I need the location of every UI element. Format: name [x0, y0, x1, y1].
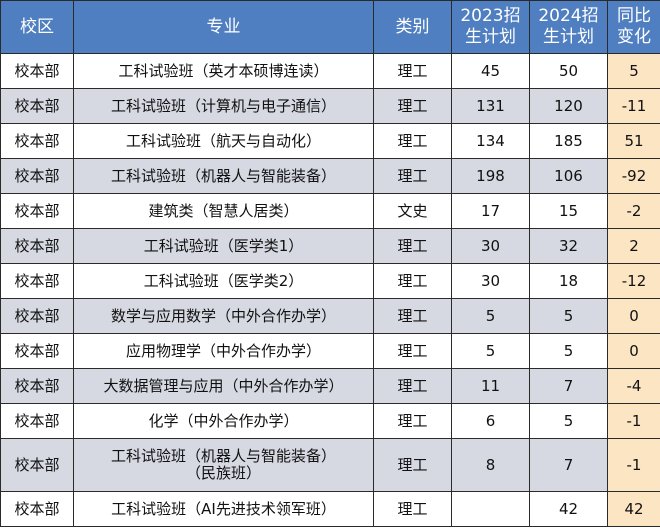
category-cell: 理工 [373, 228, 452, 264]
campus-cell: 校本部 [0, 193, 74, 229]
campus-cell: 校本部 [0, 438, 74, 492]
plan-2024-cell: 185 [529, 123, 608, 159]
plan-2023-cell [451, 491, 530, 527]
table-row: 校本部 工科试验班（医学类2） 理工 30 18 -12 [0, 263, 660, 299]
campus-cell: 校本部 [0, 228, 74, 264]
category-cell: 理工 [373, 333, 452, 369]
major-cell: 建筑类（智慧人居类） [73, 193, 374, 229]
campus-cell: 校本部 [0, 263, 74, 299]
major-cell: 应用物理学（中外合作办学） [73, 333, 374, 369]
plan-2024-cell: 50 [529, 53, 608, 89]
plan-2024-cell: 15 [529, 193, 608, 229]
plan-2024-cell: 32 [529, 228, 608, 264]
table-row: 校本部 应用物理学（中外合作办学） 理工 5 5 0 [0, 333, 660, 369]
major-cell: 化学（中外合作办学） [73, 403, 374, 439]
header-major: 专业 [73, 0, 374, 54]
header-plan-2023: 2023招生计划 [451, 0, 530, 54]
table-row: 校本部 工科试验班（计算机与电子通信） 理工 131 120 -11 [0, 88, 660, 124]
plan-2024-cell: 5 [529, 403, 608, 439]
major-cell: 工科试验班（医学类2） [73, 263, 374, 299]
campus-cell: 校本部 [0, 368, 74, 404]
campus-cell: 校本部 [0, 158, 74, 194]
plan-2024-cell: 7 [529, 368, 608, 404]
plan-2023-cell: 134 [451, 123, 530, 159]
campus-cell: 校本部 [0, 298, 74, 334]
category-cell: 文史 [373, 193, 452, 229]
table-row: 校本部 数学与应用数学（中外合作办学） 理工 5 5 0 [0, 298, 660, 334]
plan-2023-cell: 8 [451, 438, 530, 492]
plan-2023-cell: 17 [451, 193, 530, 229]
header-plan-2024: 2024招生计划 [529, 0, 608, 54]
table-row: 校本部 建筑类（智慧人居类） 文史 17 15 -2 [0, 193, 660, 229]
plan-2024-cell: 42 [529, 491, 608, 527]
plan-2024-cell: 18 [529, 263, 608, 299]
change-cell: 0 [607, 333, 660, 369]
table-row: 校本部 工科试验班（机器人与智能装备） （民族班） 理工 8 7 -1 [0, 438, 660, 492]
major-cell: 大数据管理与应用（中外合作办学） [73, 368, 374, 404]
plan-2023-cell: 30 [451, 228, 530, 264]
category-cell: 理工 [373, 491, 452, 527]
change-cell: -12 [607, 263, 660, 299]
category-cell: 理工 [373, 403, 452, 439]
header-change: 同比变化 [607, 0, 660, 54]
table-row: 校本部 化学（中外合作办学） 理工 6 5 -1 [0, 403, 660, 439]
plan-2023-cell: 30 [451, 263, 530, 299]
campus-cell: 校本部 [0, 403, 74, 439]
major-cell: 工科试验班（英才本硕博连读） [73, 53, 374, 89]
category-cell: 理工 [373, 438, 452, 492]
major-cell: 工科试验班（AI先进技术领军班） [73, 491, 374, 527]
table-row: 校本部 工科试验班（机器人与智能装备） 理工 198 106 -92 [0, 158, 660, 194]
change-cell: 0 [607, 298, 660, 334]
change-cell: -92 [607, 158, 660, 194]
major-cell: 数学与应用数学（中外合作办学） [73, 298, 374, 334]
campus-cell: 校本部 [0, 333, 74, 369]
plan-2024-cell: 5 [529, 298, 608, 334]
plan-2023-cell: 131 [451, 88, 530, 124]
plan-2024-cell: 7 [529, 438, 608, 492]
campus-cell: 校本部 [0, 123, 74, 159]
header-category: 类别 [373, 0, 452, 54]
change-cell: -1 [607, 438, 660, 492]
plan-2023-cell: 45 [451, 53, 530, 89]
change-cell: 2 [607, 228, 660, 264]
major-cell: 工科试验班（医学类1） [73, 228, 374, 264]
plan-2024-cell: 120 [529, 88, 608, 124]
campus-cell: 校本部 [0, 53, 74, 89]
plan-2024-cell: 106 [529, 158, 608, 194]
major-cell: 工科试验班（机器人与智能装备） [73, 158, 374, 194]
table-row: 校本部 工科试验班（航天与自动化） 理工 134 185 51 [0, 123, 660, 159]
plan-2023-cell: 6 [451, 403, 530, 439]
change-cell: 42 [607, 491, 660, 527]
plan-2023-cell: 5 [451, 333, 530, 369]
category-cell: 理工 [373, 368, 452, 404]
major-cell: 工科试验班（航天与自动化） [73, 123, 374, 159]
change-cell: -2 [607, 193, 660, 229]
table-row: 校本部 工科试验班（英才本硕博连读） 理工 45 50 5 [0, 53, 660, 89]
category-cell: 理工 [373, 88, 452, 124]
major-cell: 工科试验班（计算机与电子通信） [73, 88, 374, 124]
table-row: 校本部 大数据管理与应用（中外合作办学） 理工 11 7 -4 [0, 368, 660, 404]
header-campus: 校区 [0, 0, 74, 54]
header-row: 校区 专业 类别 2023招生计划 2024招生计划 同比变化 [0, 0, 660, 54]
plan-2023-cell: 5 [451, 298, 530, 334]
table-row: 校本部 工科试验班（医学类1） 理工 30 32 2 [0, 228, 660, 264]
change-cell: 5 [607, 53, 660, 89]
campus-cell: 校本部 [0, 491, 74, 527]
plan-2023-cell: 198 [451, 158, 530, 194]
category-cell: 理工 [373, 123, 452, 159]
change-cell: 51 [607, 123, 660, 159]
table-row: 校本部 工科试验班（AI先进技术领军班） 理工 42 42 [0, 491, 660, 527]
category-cell: 理工 [373, 298, 452, 334]
plan-2024-cell: 5 [529, 333, 608, 369]
change-cell: -4 [607, 368, 660, 404]
plan-2023-cell: 11 [451, 368, 530, 404]
major-cell: 工科试验班（机器人与智能装备） （民族班） [73, 438, 374, 492]
change-cell: -11 [607, 88, 660, 124]
change-cell: -1 [607, 403, 660, 439]
category-cell: 理工 [373, 158, 452, 194]
category-cell: 理工 [373, 53, 452, 89]
campus-cell: 校本部 [0, 88, 74, 124]
category-cell: 理工 [373, 263, 452, 299]
